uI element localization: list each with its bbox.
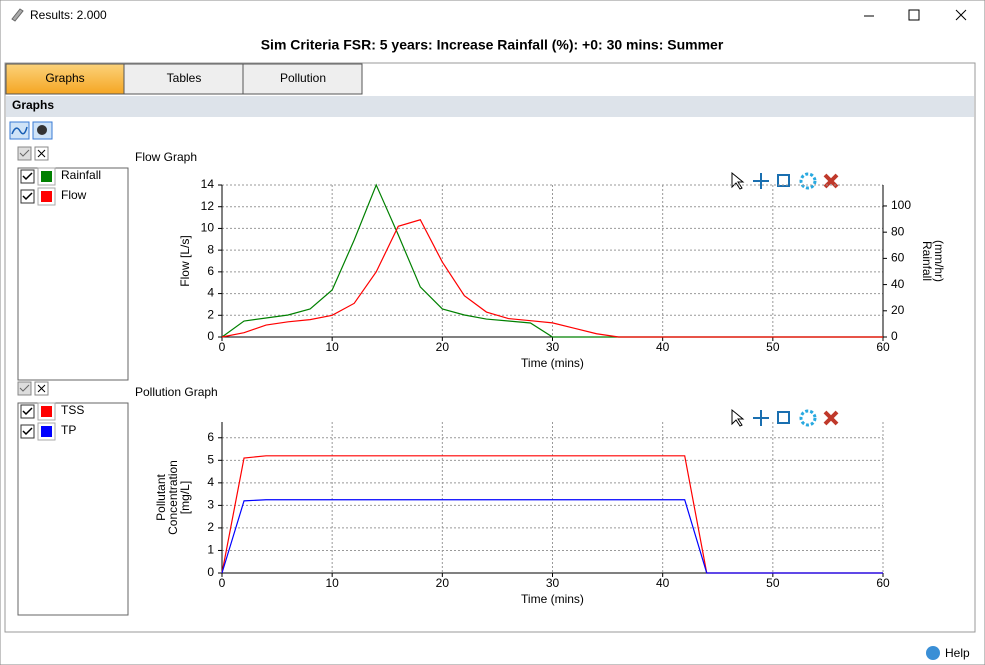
x-axis-label: Time (mins): [521, 592, 584, 606]
x-tick-label: 0: [219, 340, 226, 354]
header: Sim Criteria FSR: 5 years: Increase Rain…: [261, 37, 724, 53]
tab-label: Graphs: [45, 71, 84, 85]
check-all[interactable]: [17, 146, 32, 161]
panel: [4, 62, 976, 633]
tab[interactable]: [5, 63, 125, 95]
y-axis-label: Pollutant: [154, 473, 168, 520]
icon: [19, 149, 30, 157]
legend-swatch: [41, 171, 52, 182]
chart-title: Flow Graph: [135, 150, 197, 164]
legend-swatch: [41, 191, 52, 202]
icon: [22, 427, 33, 436]
maximize-button[interactable]: [908, 9, 920, 21]
icon: [22, 407, 33, 416]
y-tick-label: 10: [201, 221, 215, 235]
close-button[interactable]: [955, 9, 967, 21]
legend-label: TP: [61, 423, 76, 437]
x-tick-label: 40: [656, 340, 670, 354]
crosshair-tool[interactable]: [753, 173, 769, 189]
x-axis-label: Time (mins): [521, 356, 584, 370]
zoom-tool[interactable]: [777, 174, 790, 187]
y2-axis-label: Rainfall: [920, 241, 934, 281]
y2-tick-label: 40: [891, 277, 905, 291]
legend-label: TSS: [61, 403, 84, 417]
y-tick-label: 1: [207, 543, 214, 557]
y-tick-label: 2: [207, 307, 214, 321]
x-tick-label: 10: [325, 576, 339, 590]
pointer-tool[interactable]: [731, 171, 745, 190]
y2-tick-label: 60: [891, 251, 905, 265]
x-tick-label: 60: [876, 576, 890, 590]
y-tick-label: 0: [207, 329, 214, 343]
legend-label: Flow: [61, 188, 87, 202]
y-tick-label: 6: [207, 430, 214, 444]
y-tick-label: 3: [207, 498, 214, 512]
pan-tool[interactable]: [799, 172, 817, 190]
x-tick-label: 40: [656, 576, 670, 590]
x-tick-label: 30: [546, 340, 560, 354]
icon: [19, 384, 30, 392]
x-tick-label: 10: [325, 340, 339, 354]
section-bar: [6, 96, 974, 117]
y-tick-label: 2: [207, 520, 214, 534]
y-axis-label: Concentration: [166, 460, 180, 535]
series-line: [221, 183, 883, 338]
y-tick-label: 8: [207, 242, 214, 256]
icon: [37, 384, 46, 393]
zoom-tool[interactable]: [777, 411, 790, 424]
y2-axis-label: (mm/hr): [932, 240, 946, 282]
app-icon: [11, 8, 24, 22]
x-tick-label: 50: [766, 576, 780, 590]
window-title: Results: 2.000: [30, 8, 107, 22]
tab-label: Tables: [167, 71, 202, 85]
x-tick-label: 20: [436, 340, 450, 354]
help-link[interactable]: Help: [945, 646, 970, 660]
series-line: [221, 499, 883, 574]
legend-box: [17, 402, 129, 616]
y-tick-label: 14: [201, 177, 215, 191]
pointer-tool[interactable]: [731, 408, 745, 427]
y-tick-label: 0: [207, 565, 214, 579]
tab[interactable]: [242, 63, 363, 95]
y-tick-label: 12: [201, 199, 215, 213]
x-tick-label: 30: [546, 576, 560, 590]
x-tick-label: 50: [766, 340, 780, 354]
tab-label: Pollution: [280, 71, 326, 85]
icon: [37, 149, 46, 158]
chart-title: Pollution Graph: [135, 385, 218, 399]
y2-tick-label: 20: [891, 303, 905, 317]
icon: [37, 125, 47, 135]
legend-box: [17, 167, 129, 381]
x-tick-label: 60: [876, 340, 890, 354]
y-tick-label: 6: [207, 264, 214, 278]
legend-swatch: [41, 406, 52, 417]
y-tick-label: 5: [207, 452, 214, 466]
icon: [11, 126, 28, 135]
y2-tick-label: 80: [891, 224, 905, 238]
help-icon[interactable]: [926, 646, 940, 660]
tab[interactable]: [123, 63, 244, 95]
section-title: Graphs: [12, 98, 54, 112]
y-tick-label: 4: [207, 286, 214, 300]
legend-swatch: [41, 426, 52, 437]
pan-tool[interactable]: [799, 409, 817, 427]
y2-tick-label: 100: [891, 198, 911, 212]
x-tick-label: 0: [219, 576, 226, 590]
y-tick-label: 4: [207, 475, 214, 489]
icon: [22, 172, 33, 181]
series-line: [221, 219, 883, 338]
y-axis-label: [mg/L]: [178, 481, 192, 514]
x-tick-label: 20: [436, 576, 450, 590]
y-axis-label: Flow [L/s]: [178, 235, 192, 286]
check-all[interactable]: [17, 381, 32, 396]
icon: [22, 192, 33, 201]
legend-label: Rainfall: [61, 168, 101, 182]
crosshair-tool[interactable]: [753, 410, 769, 426]
y2-tick-label: 0: [891, 329, 898, 343]
clear-tool[interactable]: [823, 410, 839, 426]
